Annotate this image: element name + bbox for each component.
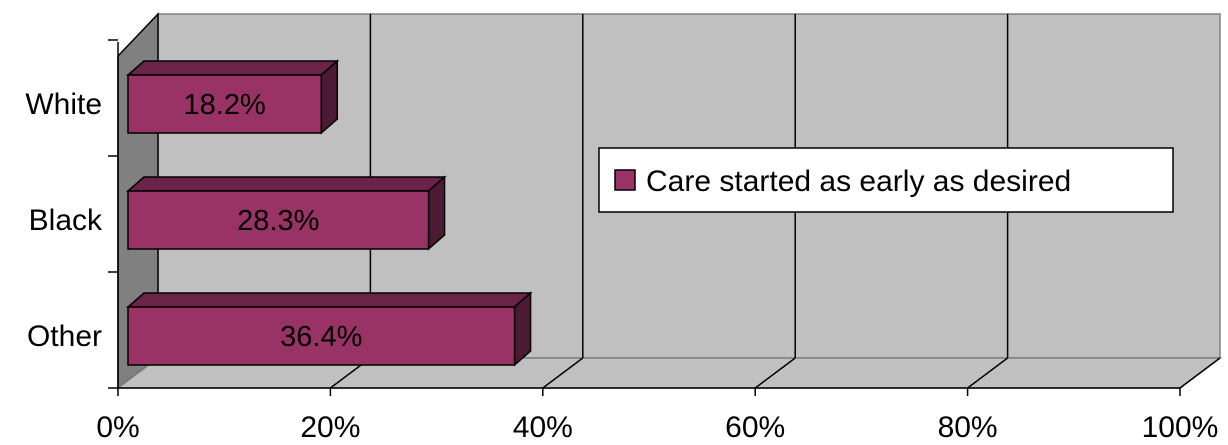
x-tick-label-80: 80%	[938, 411, 998, 444]
bar-white: 18.2%	[126, 59, 340, 135]
bar-top	[126, 60, 340, 76]
data-label: 18.2%	[184, 89, 266, 121]
bar-other: 36.4%	[126, 291, 533, 367]
axes	[108, 39, 1181, 396]
x-tick-label-100: 100%	[1142, 411, 1219, 444]
floor-line-100	[1179, 357, 1221, 389]
bar-top	[126, 292, 533, 308]
x-tick-label-20: 20%	[300, 411, 360, 444]
floor-line-60	[754, 357, 796, 389]
bar-front	[127, 190, 430, 250]
data-label: 28.3%	[237, 205, 319, 237]
bar-black: 28.3%	[126, 175, 447, 251]
floor-line-40	[542, 357, 584, 389]
bar-series: 18.2% 28.3% 36.4%	[126, 59, 533, 367]
legend-label: Care started as early as desired	[646, 165, 1071, 198]
category-label-black: Black	[29, 204, 103, 237]
category-label-other: Other	[27, 320, 102, 353]
x-tick-label-0: 0%	[96, 411, 139, 444]
legend: Care started as early as desired	[598, 147, 1174, 213]
category-label-white: White	[25, 88, 102, 121]
x-tick-label-60: 60%	[725, 411, 785, 444]
x-tick-label-40: 40%	[513, 411, 573, 444]
legend-box	[598, 147, 1174, 213]
axis-labels: White Black Other 0% 20% 40% 60% 80% 100%	[25, 88, 1218, 444]
bar-front	[127, 306, 516, 366]
legend-swatch	[614, 169, 636, 191]
bar-front	[127, 74, 323, 134]
bar-top	[126, 176, 447, 192]
data-label: 36.4%	[280, 321, 362, 353]
floor-line-80	[967, 357, 1009, 389]
